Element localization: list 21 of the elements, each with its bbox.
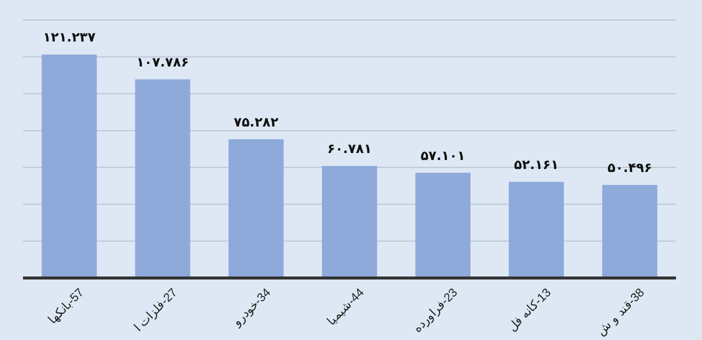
x-tick-label: 34-خودرو [229, 285, 274, 330]
bar [42, 54, 97, 278]
bar [508, 182, 564, 278]
data-label: ۷۵.۲۸۲ [234, 115, 278, 130]
data-label: ۱۰۷.۷۸۶ [136, 55, 189, 70]
x-tick-label: 38-قند و ش [594, 285, 648, 338]
data-label: ۵۲.۱۶۱ [514, 158, 559, 173]
data-label: ۵۰.۴۹۶ [607, 160, 652, 176]
bar [322, 166, 378, 278]
x-tick-label: 13-کانه فل [504, 285, 554, 334]
x-tick-label: 23-فراورده [410, 285, 460, 336]
bar [228, 139, 284, 278]
x-tick-label: 57-بانکها [45, 285, 87, 327]
x-tick-label: 44-شیمیا [324, 285, 367, 328]
bar [135, 79, 190, 278]
bar [602, 184, 658, 278]
x-tick-label: 27-فلزات ا [131, 285, 180, 334]
data-label: ۶۰.۷۸۱ [327, 142, 372, 157]
data-label: ۱۲۱.۲۳۷ [42, 30, 96, 46]
data-label: ۵۷.۱۰۱ [420, 148, 466, 164]
bar [415, 172, 470, 278]
